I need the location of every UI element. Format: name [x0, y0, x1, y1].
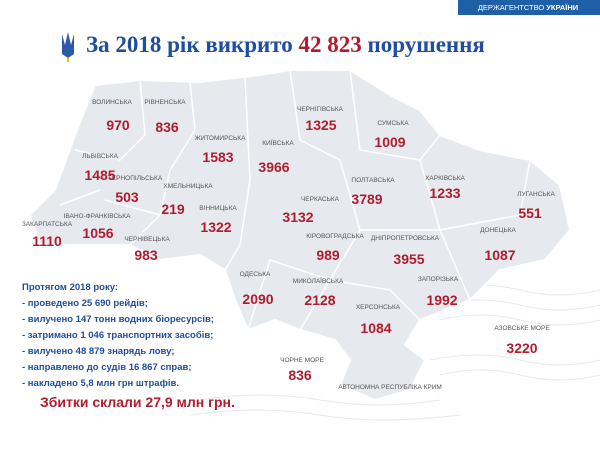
region-name: ЧОРНЕ МОРЕ — [280, 357, 324, 364]
region-name: ХАРКІВСЬКА — [425, 175, 465, 182]
region-value: 503 — [115, 189, 139, 205]
title-text: порушення — [368, 32, 485, 57]
region-value: 1583 — [202, 149, 233, 165]
region-name: КИЇВСЬКА — [262, 139, 294, 147]
region-value: 3132 — [282, 209, 313, 225]
region-name: ІВАНО-ФРАНКІВСЬКА — [64, 213, 132, 220]
summary-item: - вилучено 147 тонн водних біоресурсів; — [22, 314, 214, 325]
waves — [189, 284, 600, 421]
country: УКРАЇНИ — [546, 3, 578, 12]
summary-item: - направлено до судів 16 867 справ; — [22, 362, 192, 373]
region-name: ПОЛТАВСЬКА — [351, 177, 395, 184]
region-name: КІРОВОГРАДСЬКА — [306, 233, 364, 240]
region-value: 836 — [288, 367, 312, 383]
region-name: ТЕРНОПІЛЬСЬКА — [108, 175, 163, 182]
summary-heading: Протягом 2018 року: — [22, 282, 118, 293]
summary: Протягом 2018 року: - проведено 25 690 ре… — [22, 282, 235, 410]
region-value: 1009 — [374, 134, 405, 150]
region-value: 2090 — [242, 291, 273, 307]
title: За 2018 рік викрито 42 823 порушення — [86, 32, 485, 57]
region-value: 989 — [316, 247, 340, 263]
summary-item: - вилучено 48 879 знарядь лову; — [22, 346, 174, 357]
region-name: ЧЕРНІГІВСЬКА — [297, 106, 344, 113]
damage: Збитки склали 27,9 млн грн. — [40, 394, 235, 410]
regions: ВОЛИНСЬКА 970 РІВНЕНСЬКА 836 ЛЬВІВСЬКА 1485ТЕ… — [22, 99, 556, 383]
summary-item: - проведено 25 690 рейдів; — [22, 298, 148, 309]
region-value: 1084 — [360, 320, 391, 336]
region-name: ЧЕРНІВЕЦЬКА — [124, 236, 170, 243]
region-value: 3966 — [258, 159, 289, 175]
region-name: СУМСЬКА — [377, 120, 409, 127]
region-value: 1992 — [426, 292, 457, 308]
region-name: ХМЕЛЬНИЦЬКА — [163, 183, 213, 190]
region-value: 3220 — [506, 340, 537, 356]
trident-icon — [62, 32, 74, 62]
region-value: 836 — [155, 119, 179, 135]
region-name: ОДЕСЬКА — [240, 271, 271, 278]
region-value: 1056 — [82, 225, 113, 241]
region-value: 1325 — [305, 117, 336, 133]
region-name: РІВНЕНСЬКА — [144, 99, 186, 106]
header-bar — [458, 0, 600, 15]
region-borders — [59, 69, 531, 331]
title-text: За 2018 рік викрито — [86, 32, 293, 57]
summary-item: - затримано 1 046 транспортних засобів; — [22, 330, 213, 341]
region-value: 3789 — [351, 191, 382, 207]
region-name: ЛЬВІВСЬКА — [82, 153, 119, 160]
region-name: ЖИТОМИРСЬКА — [195, 135, 247, 142]
summary-item: - накладено 5,8 млн грн штрафів. — [22, 378, 179, 389]
region-name: ЧЕРКАСЬКА — [301, 196, 340, 203]
region-value: 1233 — [429, 185, 460, 201]
region-value: 1110 — [32, 233, 62, 249]
region-name: ЗАКАРПАТСЬКА — [22, 221, 73, 228]
region-value: 970 — [106, 117, 130, 133]
header-text: ДЕРЖАГЕНТСТВО УКРАЇНИ — [478, 3, 578, 12]
region-name: ЗАПОРІЗЬКА — [418, 276, 459, 283]
region-name: ВІННИЦЬКА — [199, 205, 237, 212]
map-outline — [28, 69, 572, 402]
title-number: 42 823 — [299, 32, 362, 57]
region-name: ВОЛИНСЬКА — [92, 99, 132, 106]
region-name: ДНІПРОПЕТРОВСЬКА — [371, 235, 440, 242]
region-value: 983 — [134, 247, 158, 263]
agency: ДЕРЖАГЕНТСТВО — [478, 3, 544, 12]
region-name: АЗОВСЬКЕ МОРЕ — [494, 325, 550, 332]
region-name: ХЕРСОНСЬКА — [356, 304, 401, 311]
region-name: ЛУГАНСЬКА — [517, 191, 555, 198]
region-value: 3955 — [393, 251, 424, 267]
region-value: 219 — [161, 201, 185, 217]
region-value: 551 — [518, 205, 542, 221]
region-value: 1322 — [200, 219, 231, 235]
region-value: 1485 — [84, 167, 115, 183]
region-value: 1087 — [484, 247, 515, 263]
region-name: ДОНЕЦЬКА — [480, 227, 516, 234]
region-value: 2128 — [304, 292, 335, 308]
crimea-label: АВТОНОМНА РЕСПУБЛІКА КРИМ — [338, 384, 442, 391]
region-name: МИКОЛАЇВСЬКА — [293, 277, 344, 285]
